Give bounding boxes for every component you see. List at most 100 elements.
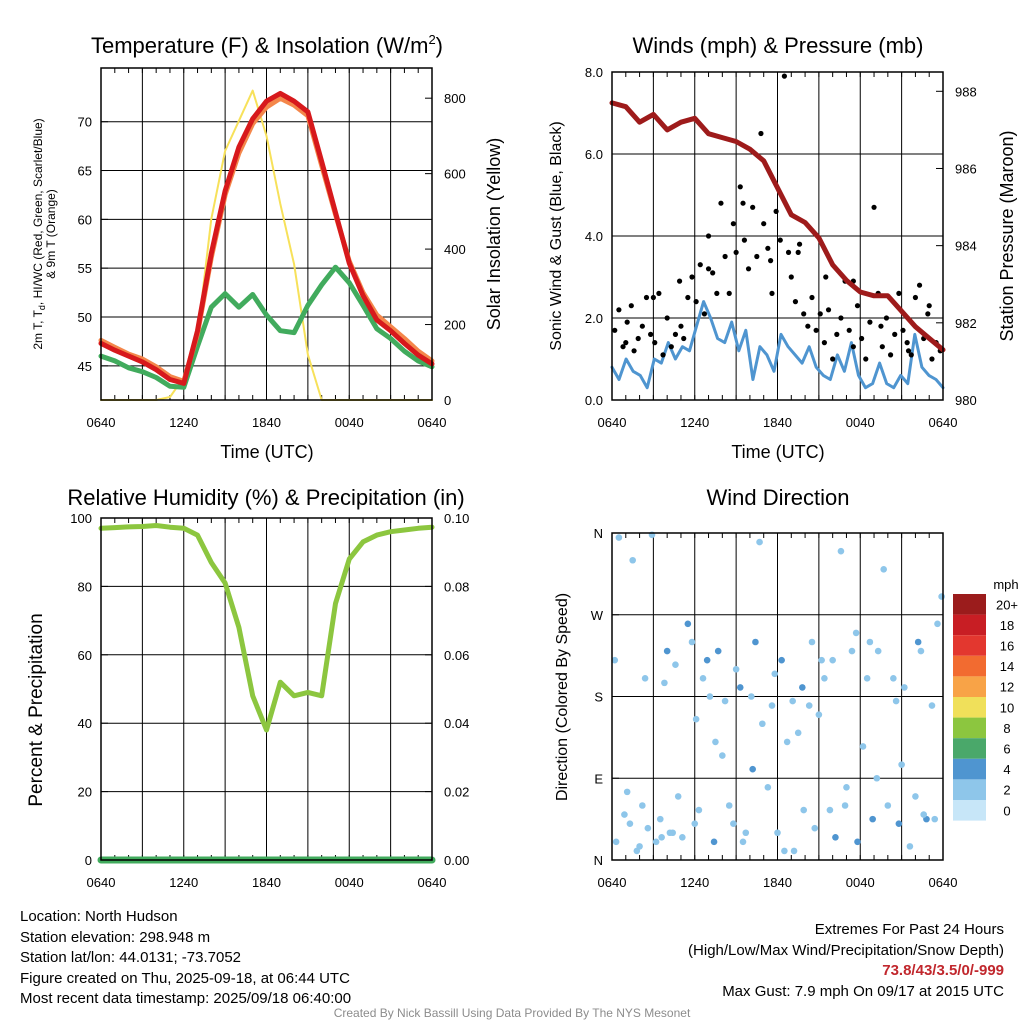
legend-label: 2: [1003, 783, 1010, 798]
gust-point: [795, 249, 801, 255]
gust-point: [863, 356, 869, 362]
direction-point: [800, 806, 808, 814]
gust-point: [650, 294, 656, 301]
direction-point: [612, 838, 620, 846]
x-tick-label: 0640: [598, 415, 627, 430]
gust-point: [887, 352, 894, 358]
direction-point: [811, 824, 819, 832]
gust-point: [635, 335, 641, 342]
direction-point: [615, 534, 623, 541]
direction-point: [739, 838, 747, 846]
direction-point: [672, 661, 679, 669]
direction-point: [832, 833, 839, 841]
direction-point: [629, 556, 636, 564]
gust-point: [705, 233, 712, 239]
y2-tick-label: 0: [444, 393, 451, 408]
direction-point: [863, 675, 871, 682]
y-axis-label-line1: 2m T, Td, HI/WC (Red, Green, Scarlet/Blu…: [31, 118, 47, 349]
most-recent-timestamp: Most recent data timestamp: 2025/09/18 0…: [20, 990, 352, 1007]
max-gust: Max Gust: 7.9 mph On 09/17 at 2015 UTC: [722, 982, 1004, 1000]
direction-point: [725, 802, 733, 809]
credit-line: Created By Nick Bassill Using Data Provi…: [333, 1006, 691, 1020]
gust-point: [697, 262, 703, 268]
x-axis-label: Time (UTC): [731, 442, 824, 462]
direction-point: [691, 820, 699, 827]
direction-point: [611, 656, 619, 664]
gust-point: [624, 319, 630, 325]
legend-label: 16: [1000, 639, 1014, 654]
y2-tick-label: 0.06: [444, 648, 469, 663]
direction-point: [808, 638, 816, 646]
direction-point: [710, 838, 718, 846]
direction-point: [712, 738, 719, 746]
direction-point: [747, 693, 755, 700]
gust-point: [668, 344, 674, 350]
gust-point: [905, 348, 912, 354]
gust-point: [612, 327, 618, 333]
direction-point: [764, 784, 772, 791]
gust-point: [830, 356, 836, 362]
gust-point: [805, 323, 811, 329]
direction-point: [781, 847, 788, 855]
legend-swatch: [953, 758, 986, 780]
direction-point: [783, 738, 791, 746]
y-tick-label: 100: [70, 511, 92, 526]
gust-point: [867, 319, 873, 325]
x-tick-label: 0640: [929, 415, 958, 430]
gust-point: [883, 315, 890, 321]
wind-speed-line: [610, 300, 945, 390]
x-tick-label: 0640: [87, 875, 116, 890]
x-tick-label: 1240: [680, 415, 709, 430]
station-latlon: Station lat/lon: 44.0131; -73.7052: [20, 949, 242, 966]
direction-point: [815, 711, 823, 718]
gust-point: [916, 282, 923, 288]
x-tick-label: 1840: [763, 415, 792, 430]
direction-point: [818, 656, 825, 664]
gust-point: [678, 323, 684, 329]
legend-label: 0: [1003, 803, 1010, 818]
legend-title: mph: [993, 577, 1018, 592]
direction-point: [661, 679, 668, 687]
legend-swatch: [953, 738, 986, 759]
chart-title: Relative Humidity (%) & Precipitation (i…: [67, 485, 464, 510]
direction-point: [652, 838, 660, 846]
gust-point: [912, 294, 919, 301]
direction-point: [644, 824, 652, 832]
gust-point: [681, 335, 687, 342]
direction-point: [732, 665, 740, 673]
y2-tick-label: 400: [444, 242, 466, 257]
direction-point: [721, 697, 729, 705]
y-tick-label: 45: [78, 359, 92, 374]
direction-point: [684, 620, 692, 628]
direction-point: [679, 833, 686, 841]
direction-point: [859, 743, 867, 750]
gust-point: [892, 331, 898, 337]
gust-point: [896, 290, 902, 296]
y2-tick-label: 0.00: [444, 853, 469, 868]
y2-tick-label: 200: [444, 318, 466, 333]
gust-point: [781, 73, 787, 79]
gust-point: [664, 315, 670, 321]
plot-frame: [611, 532, 944, 861]
direction-point: [749, 765, 756, 773]
y2-axis-label: Solar Insolation (Yellow): [484, 138, 504, 330]
direction-point: [633, 847, 641, 855]
figure-created: Figure created on Thu, 2025-09-18, at 06…: [20, 969, 350, 987]
direction-point: [914, 638, 922, 646]
gust-point: [741, 237, 748, 243]
gust-point: [740, 200, 746, 206]
direction-point: [695, 806, 703, 814]
gust-point: [737, 184, 743, 190]
direction-point: [920, 811, 927, 818]
y-tick-label: 80: [78, 579, 92, 594]
extremes-title: Extremes For Past 24 Hours: [814, 921, 1004, 938]
direction-point: [656, 815, 664, 823]
direction-point: [699, 675, 707, 682]
gust-point: [639, 323, 645, 329]
direction-point: [934, 620, 941, 628]
direction-point: [621, 811, 628, 818]
x-tick-label: 0040: [335, 415, 364, 430]
direction-point: [794, 729, 802, 737]
gust-point: [726, 290, 732, 296]
